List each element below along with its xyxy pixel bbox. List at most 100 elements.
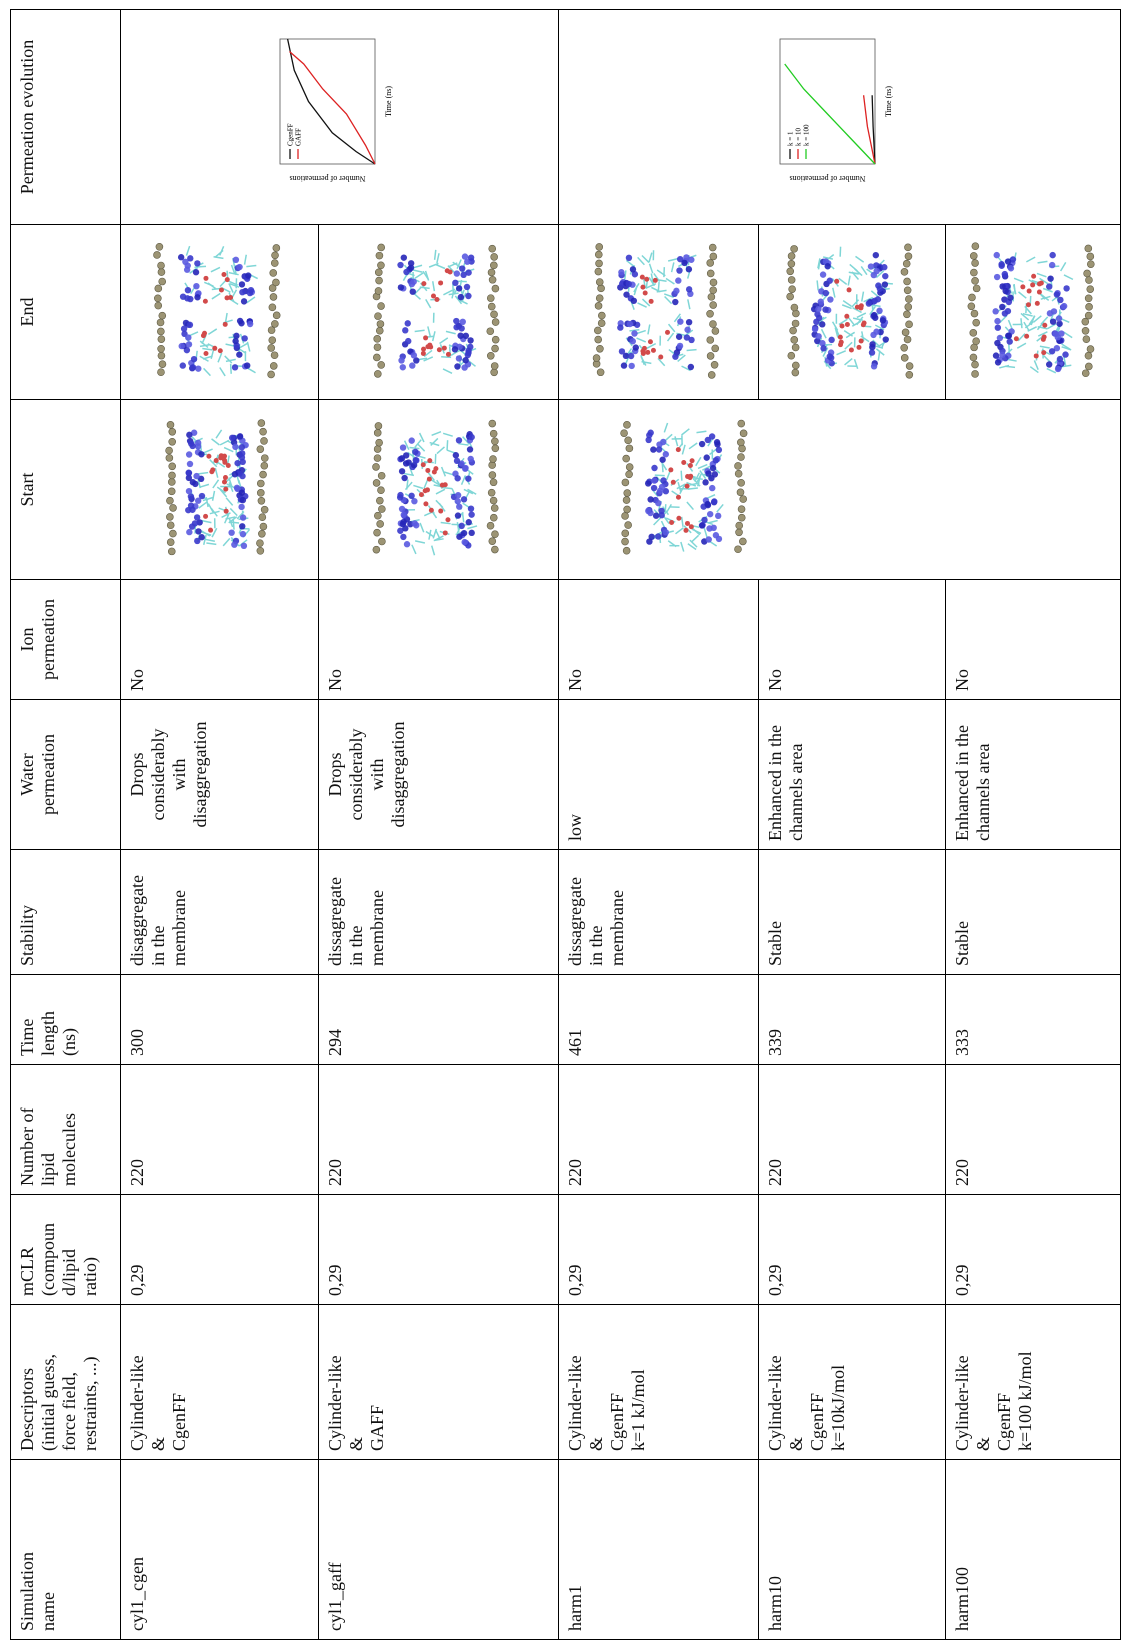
headgroup bbox=[405, 337, 412, 345]
headgroup bbox=[871, 297, 878, 305]
lipid-tail bbox=[436, 253, 440, 264]
ion bbox=[268, 284, 277, 292]
ion bbox=[488, 244, 497, 253]
compound-atom bbox=[424, 487, 430, 493]
lipid-tail bbox=[703, 528, 708, 539]
lipid-tail bbox=[199, 484, 210, 489]
lipid-tail bbox=[874, 324, 884, 331]
headgroup bbox=[231, 364, 239, 371]
header-row: Simulation name Descriptors (initial gues… bbox=[10, 9, 121, 1640]
lipid-tail bbox=[1020, 312, 1029, 321]
headgroup bbox=[398, 468, 406, 475]
ion bbox=[708, 243, 717, 252]
headgroup bbox=[465, 349, 472, 357]
headgroup bbox=[400, 512, 407, 519]
lipid-tail bbox=[686, 501, 694, 511]
ion bbox=[378, 538, 386, 546]
headgroup bbox=[458, 523, 465, 530]
compound-atom bbox=[1041, 334, 1047, 340]
lipid-tail bbox=[625, 259, 635, 268]
headgroup bbox=[238, 320, 245, 327]
headgroup bbox=[994, 324, 1001, 331]
plot-line bbox=[871, 95, 876, 165]
compound-atom bbox=[427, 458, 433, 464]
permeation-plot: CgenFF GAFF Time (ns) Number of permeations bbox=[279, 39, 393, 184]
compound-atom bbox=[844, 321, 850, 327]
headgroup bbox=[627, 352, 635, 360]
cell: 0,29 bbox=[318, 1194, 559, 1305]
y-axis-label: Number of permeations bbox=[289, 175, 365, 184]
ion bbox=[158, 311, 167, 320]
headgroup bbox=[236, 351, 243, 358]
headgroup bbox=[185, 488, 193, 495]
lipid-tail bbox=[1017, 333, 1026, 342]
headgroup bbox=[814, 333, 822, 340]
cell: Drops considerably with disaggregation bbox=[318, 699, 559, 850]
end-cell bbox=[318, 224, 559, 400]
lipid-tail bbox=[648, 252, 653, 263]
start-cell bbox=[318, 399, 559, 580]
lipid-tail bbox=[199, 340, 209, 348]
headgroup bbox=[651, 465, 658, 472]
ion bbox=[376, 497, 384, 505]
compound-atom bbox=[676, 516, 682, 522]
ion bbox=[259, 523, 268, 531]
headgroup bbox=[704, 437, 712, 444]
ion bbox=[157, 368, 165, 376]
ion bbox=[905, 362, 913, 370]
lipid-tail bbox=[430, 479, 440, 487]
legend-label: k = 100 bbox=[802, 125, 810, 147]
compound-atom bbox=[1023, 333, 1029, 339]
headgroup bbox=[870, 363, 877, 370]
headgroup bbox=[399, 364, 406, 371]
ion bbox=[167, 488, 176, 496]
compound-atom bbox=[426, 477, 432, 483]
ion bbox=[256, 445, 265, 454]
lipid-tail bbox=[213, 255, 224, 260]
cell: Cylinder-like & CgenFF k=1 kJ/mol bbox=[558, 1304, 759, 1460]
compound-atom bbox=[688, 524, 694, 530]
lipid-tail bbox=[467, 489, 477, 496]
headgroup bbox=[231, 541, 238, 549]
headgroup bbox=[1001, 287, 1009, 295]
y-axis-label: Number of permeations bbox=[789, 175, 865, 184]
ion bbox=[157, 335, 166, 343]
headgroup bbox=[185, 334, 192, 341]
compound-atom bbox=[438, 509, 444, 515]
ion bbox=[903, 286, 911, 295]
lipid-tail bbox=[430, 438, 439, 447]
headgroup bbox=[625, 280, 632, 288]
molecule-snapshot bbox=[372, 243, 500, 378]
molecule-snapshot bbox=[153, 243, 281, 379]
compound-atom bbox=[837, 334, 843, 340]
lipid-tail bbox=[412, 269, 423, 273]
lipid-tail bbox=[690, 535, 700, 544]
lipid-tail bbox=[637, 302, 647, 308]
headgroup bbox=[231, 471, 239, 478]
headgroup bbox=[625, 254, 633, 262]
headgroup bbox=[631, 271, 639, 278]
headgroup bbox=[410, 352, 418, 359]
headgroup bbox=[998, 303, 1005, 311]
compound-atom bbox=[860, 322, 866, 328]
cell: No bbox=[758, 579, 946, 700]
ion bbox=[256, 547, 265, 556]
headgroup bbox=[233, 332, 240, 340]
lipid-tail bbox=[228, 283, 234, 293]
headgroup bbox=[180, 325, 188, 332]
lipid-tail bbox=[430, 545, 436, 556]
headgroup bbox=[245, 272, 252, 279]
headgroup bbox=[1045, 283, 1052, 290]
data-row: cyl1_cgen Cylinder-like & CgenFF 0,29 220 30… bbox=[120, 9, 559, 1640]
headgroup bbox=[660, 477, 667, 485]
headgroup bbox=[715, 447, 723, 454]
lipid-tail bbox=[998, 315, 1007, 324]
ion bbox=[491, 438, 499, 446]
ion bbox=[789, 336, 798, 344]
ion bbox=[269, 269, 278, 277]
compound-atom bbox=[665, 329, 671, 335]
lipid-tail bbox=[647, 324, 651, 335]
lipid-tail bbox=[681, 445, 686, 456]
headgroup bbox=[247, 286, 255, 294]
ion bbox=[1081, 369, 1090, 378]
